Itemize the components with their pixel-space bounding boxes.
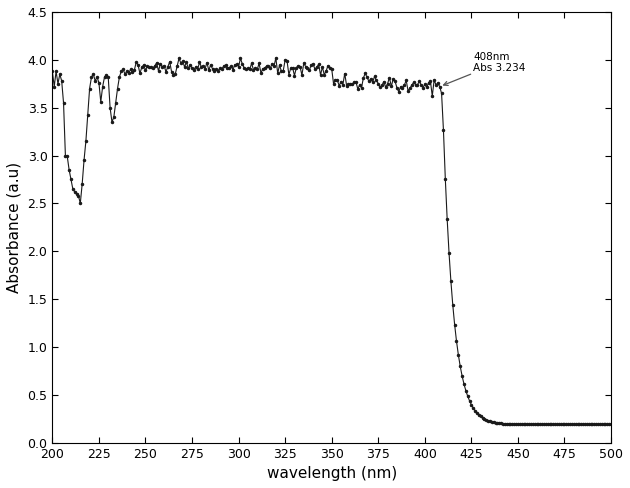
Y-axis label: Absorbance (a.u): Absorbance (a.u) — [7, 162, 22, 293]
X-axis label: wavelength (nm): wavelength (nm) — [266, 466, 397, 481]
Text: 408nm
Abs 3.234: 408nm Abs 3.234 — [444, 52, 525, 85]
